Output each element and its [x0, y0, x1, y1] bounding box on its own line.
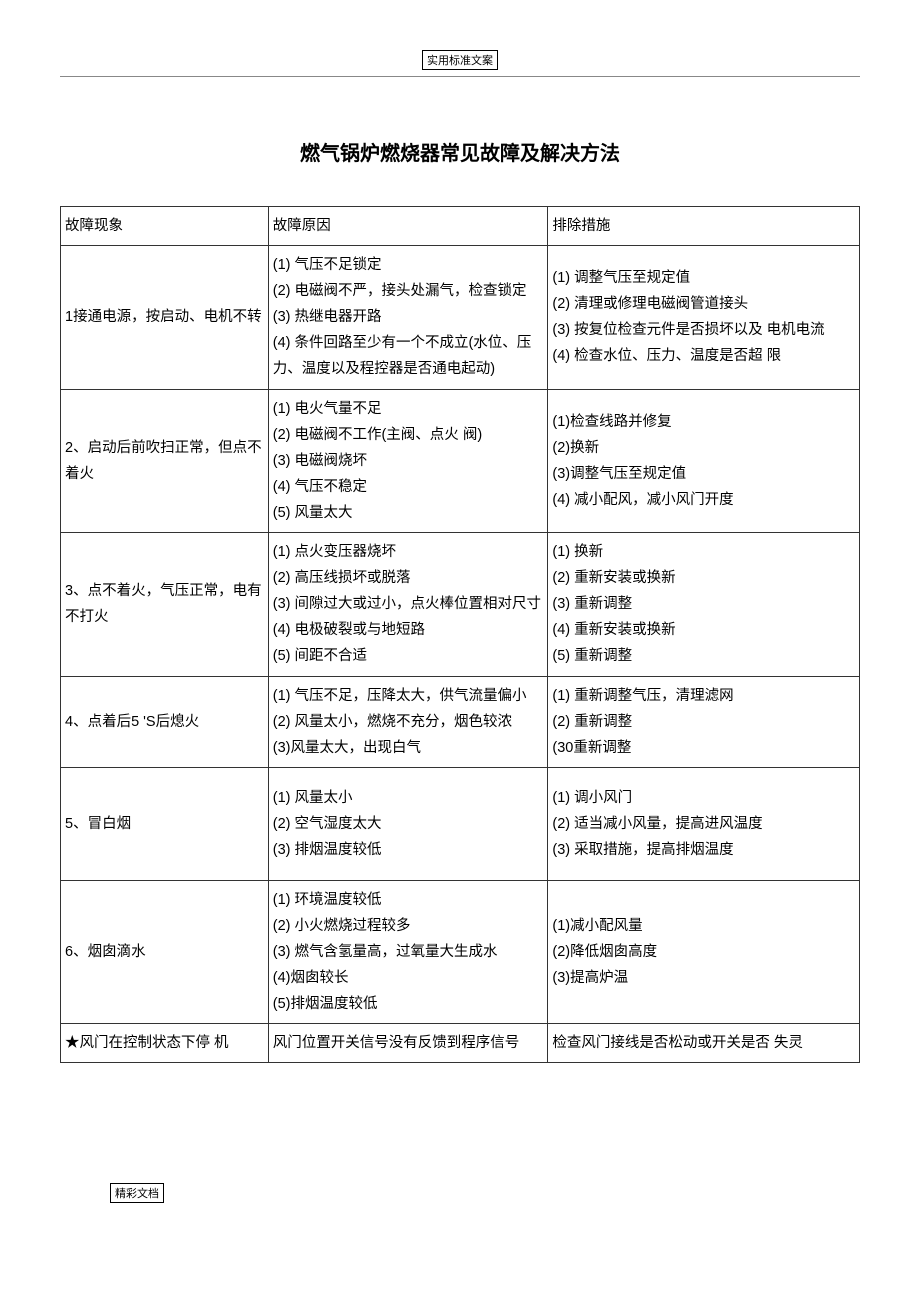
table-row: 6、烟囱滴水 (1) 环境温度较低 (2) 小火燃烧过程较多 (3) 燃气含氢量…: [61, 880, 860, 1023]
col-header-symptom: 故障现象: [61, 207, 269, 246]
cell-remedy: (1)减小配风量 (2)降低烟囱高度 (3)提高炉温: [548, 880, 860, 1023]
page-title: 燃气锅炉燃烧器常见故障及解决方法: [60, 137, 860, 166]
cell-symptom: 6、烟囱滴水: [61, 880, 269, 1023]
table-header-row: 故障现象 故障原因 排除措施: [61, 207, 860, 246]
col-header-remedy: 排除措施: [548, 207, 860, 246]
cell-symptom: 4、点着后5 'S后熄火: [61, 676, 269, 767]
cell-cause: (1) 点火变压器烧坏 (2) 高压线损坏或脱落 (3) 间隙过大或过小，点火棒…: [268, 533, 548, 676]
table-row: 1接通电源，按启动、电机不转 (1) 气压不足锁定 (2) 电磁阀不严，接头处漏…: [61, 246, 860, 389]
cell-symptom: 5、冒白烟: [61, 767, 269, 880]
cell-remedy: (1) 重新调整气压，清理滤网 (2) 重新调整 (30重新调整: [548, 676, 860, 767]
cell-symptom: 3、点不着火，气压正常，电有不打火: [61, 533, 269, 676]
cell-cause: (1) 环境温度较低 (2) 小火燃烧过程较多 (3) 燃气含氢量高，过氧量大生…: [268, 880, 548, 1023]
cell-cause: (1) 电火气量不足 (2) 电磁阀不工作(主阀、点火 阀) (3) 电磁阀烧坏…: [268, 389, 548, 532]
cell-cause: (1) 气压不足，压降太大，供气流量偏小 (2) 风量太小，燃烧不充分，烟色较浓…: [268, 676, 548, 767]
table-row: 5、冒白烟 (1) 风量太小 (2) 空气湿度太大 (3) 排烟温度较低 (1)…: [61, 767, 860, 880]
header-label: 实用标准文案: [422, 50, 498, 70]
cell-cause: 风门位置开关信号没有反馈到程序信号: [268, 1024, 548, 1063]
cell-remedy: (1) 调整气压至规定值 (2) 清理或修理电磁阀管道接头 (3) 按复位检查元…: [548, 246, 860, 389]
cell-cause: (1) 风量太小 (2) 空气湿度太大 (3) 排烟温度较低: [268, 767, 548, 880]
footer-label: 精彩文档: [110, 1183, 164, 1203]
table-row: 2、启动后前吹扫正常，但点不着火 (1) 电火气量不足 (2) 电磁阀不工作(主…: [61, 389, 860, 532]
table-row: 4、点着后5 'S后熄火 (1) 气压不足，压降太大，供气流量偏小 (2) 风量…: [61, 676, 860, 767]
table-row: 3、点不着火，气压正常，电有不打火 (1) 点火变压器烧坏 (2) 高压线损坏或…: [61, 533, 860, 676]
cell-symptom: 2、启动后前吹扫正常，但点不着火: [61, 389, 269, 532]
header-rule: [60, 76, 860, 77]
table-row: ★风门在控制状态下停 机 风门位置开关信号没有反馈到程序信号 检查风门接线是否松…: [61, 1024, 860, 1063]
cell-symptom: 1接通电源，按启动、电机不转: [61, 246, 269, 389]
fault-table: 故障现象 故障原因 排除措施 1接通电源，按启动、电机不转 (1) 气压不足锁定…: [60, 206, 860, 1063]
cell-cause: (1) 气压不足锁定 (2) 电磁阀不严，接头处漏气，检查锁定 (3) 热继电器…: [268, 246, 548, 389]
footer-label-box: 精彩文档: [110, 1183, 860, 1203]
cell-remedy: (1)检查线路并修复 (2)换新 (3)调整气压至规定值 (4) 减小配风，减小…: [548, 389, 860, 532]
cell-remedy: (1) 调小风门 (2) 适当减小风量，提高进风温度 (3) 采取措施，提高排烟…: [548, 767, 860, 880]
col-header-cause: 故障原因: [268, 207, 548, 246]
cell-remedy: (1) 换新 (2) 重新安装或换新 (3) 重新调整 (4) 重新安装或换新 …: [548, 533, 860, 676]
cell-remedy: 检查风门接线是否松动或开关是否 失灵: [548, 1024, 860, 1063]
document-page: 实用标准文案 燃气锅炉燃烧器常见故障及解决方法 故障现象 故障原因 排除措施 1…: [0, 0, 920, 1243]
cell-symptom: ★风门在控制状态下停 机: [61, 1024, 269, 1063]
header-label-box: 实用标准文案: [60, 50, 860, 70]
